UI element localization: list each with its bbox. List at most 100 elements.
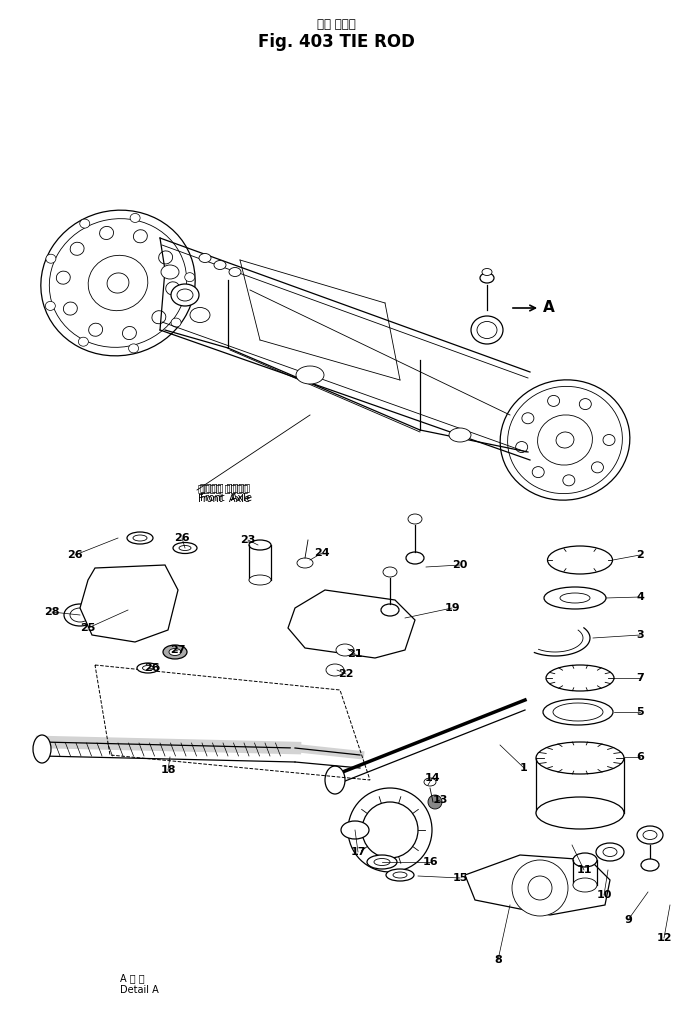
Circle shape [428,795,442,809]
Ellipse shape [152,310,166,323]
Ellipse shape [173,542,197,554]
Text: 15: 15 [452,873,468,883]
Text: 19: 19 [444,603,460,613]
Circle shape [528,876,552,900]
Ellipse shape [532,466,544,478]
Text: 21: 21 [347,649,363,659]
Text: 24: 24 [314,548,330,558]
Text: 2: 2 [636,550,644,560]
Ellipse shape [596,843,624,861]
Ellipse shape [573,878,597,892]
Ellipse shape [637,826,663,844]
Ellipse shape [184,273,194,282]
Text: Front  Axle: Front Axle [200,493,252,503]
Ellipse shape [171,284,199,306]
Text: タイ ロッド: タイ ロッド [316,18,355,31]
Ellipse shape [107,273,129,293]
Ellipse shape [406,552,424,564]
Ellipse shape [296,366,324,384]
Ellipse shape [480,273,494,283]
Ellipse shape [592,461,604,473]
Ellipse shape [548,395,560,407]
Ellipse shape [386,869,414,881]
Ellipse shape [249,540,271,550]
Ellipse shape [133,230,147,242]
Ellipse shape [127,532,153,544]
Ellipse shape [543,699,613,725]
Text: 28: 28 [44,607,60,617]
Ellipse shape [548,546,612,574]
Ellipse shape [169,649,181,655]
Circle shape [114,584,146,615]
Circle shape [102,572,158,628]
Text: 17: 17 [350,847,365,857]
Text: 5: 5 [636,707,644,717]
Text: 26: 26 [174,533,190,544]
Ellipse shape [89,323,102,337]
Polygon shape [80,565,178,642]
Ellipse shape [516,441,528,452]
Ellipse shape [556,432,574,448]
Ellipse shape [477,321,497,339]
Ellipse shape [424,778,436,786]
Ellipse shape [500,380,630,500]
Ellipse shape [563,475,575,486]
Text: 7: 7 [636,673,644,683]
Circle shape [512,860,568,916]
Ellipse shape [166,282,180,295]
Ellipse shape [161,265,179,279]
Ellipse shape [249,575,271,585]
Ellipse shape [536,742,624,774]
Ellipse shape [553,703,603,721]
Text: 9: 9 [624,915,632,925]
Ellipse shape [122,327,137,340]
Ellipse shape [367,855,397,869]
Ellipse shape [536,797,624,829]
Ellipse shape [80,219,90,228]
Text: 25: 25 [80,623,96,633]
Text: Fig. 403 TIE ROD: Fig. 403 TIE ROD [258,33,415,51]
Ellipse shape [336,644,354,656]
Ellipse shape [326,664,344,676]
Circle shape [348,788,432,872]
Text: 22: 22 [339,669,354,679]
Text: フロント アクスル: フロント アクスル [200,482,250,492]
Text: A: A [543,300,555,315]
Ellipse shape [341,821,369,839]
Text: 14: 14 [424,773,440,783]
Text: 6: 6 [636,752,644,762]
Ellipse shape [573,853,597,867]
Ellipse shape [297,558,313,568]
Ellipse shape [70,242,84,256]
Text: 26: 26 [144,663,160,673]
Polygon shape [465,855,610,915]
Ellipse shape [538,415,592,465]
Ellipse shape [159,250,172,264]
Ellipse shape [507,386,623,494]
Text: 10: 10 [596,890,612,900]
Ellipse shape [641,859,659,871]
Ellipse shape [393,872,407,878]
Text: Detail A: Detail A [120,985,159,995]
Ellipse shape [70,608,90,622]
Ellipse shape [603,848,617,857]
Ellipse shape [177,289,193,301]
Ellipse shape [408,514,422,524]
Ellipse shape [64,604,96,626]
Text: Front  Axle: Front Axle [198,494,250,504]
Ellipse shape [482,269,492,276]
Ellipse shape [63,302,77,315]
Ellipse shape [522,413,534,424]
Ellipse shape [41,210,195,356]
Ellipse shape [33,735,51,763]
Ellipse shape [100,226,114,239]
Text: 12: 12 [656,933,672,943]
Ellipse shape [449,428,471,442]
Ellipse shape [603,435,615,445]
Ellipse shape [57,271,70,284]
Ellipse shape [179,546,191,551]
Ellipse shape [471,316,503,344]
Ellipse shape [544,587,606,609]
Ellipse shape [214,261,226,270]
Ellipse shape [137,663,159,673]
